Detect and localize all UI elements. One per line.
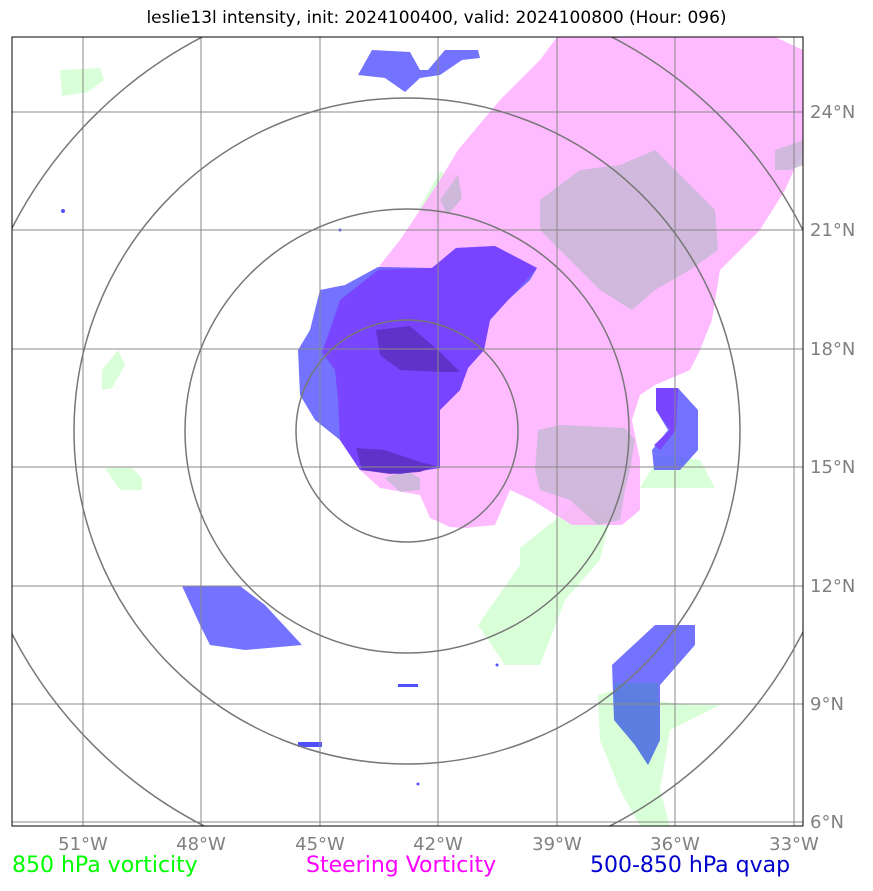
lat-tick-label: 9°N <box>810 694 844 715</box>
steering-vorticity-overlap <box>385 470 420 492</box>
lat-tick-label: 18°N <box>810 339 855 360</box>
lon-tick-label: 39°W <box>532 834 582 855</box>
vorticity-patch <box>478 500 612 665</box>
qvap-region <box>182 586 302 650</box>
lon-tick-label: 51°W <box>58 834 108 855</box>
lon-tick-label: 33°W <box>769 834 819 855</box>
legend-850-vorticity: 850 hPa vorticity <box>12 853 198 878</box>
vorticity-patch <box>60 68 104 96</box>
steering-vorticity-overlap <box>775 140 803 170</box>
steering-vorticity-overlap <box>535 425 635 525</box>
legend-steering-vorticity: Steering Vorticity <box>306 853 497 878</box>
lat-tick-label: 6°N <box>810 812 844 833</box>
vorticity-patch <box>105 468 142 490</box>
vorticity-patch <box>102 350 125 390</box>
qvap-speck <box>61 209 65 213</box>
qvap-speck <box>398 684 418 687</box>
axis-labels: 51°W 48°W 45°W 42°W 39°W 36°W 33°W 24°N … <box>58 102 855 855</box>
range-ring <box>295 319 519 543</box>
lon-tick-label: 36°W <box>650 834 700 855</box>
map-frame <box>11 36 804 827</box>
qvap-speck <box>416 782 420 786</box>
qvap-speck <box>495 663 499 667</box>
qvap-region <box>358 50 480 92</box>
range-rings <box>12 37 803 826</box>
range-ring <box>73 97 741 765</box>
lat-tick-label: 12°N <box>810 576 855 597</box>
steering-vorticity-layer <box>345 37 803 528</box>
lat-tick-label: 15°N <box>810 457 855 478</box>
steering-vorticity-overlap <box>440 175 462 215</box>
map-title: leslie13l intensity, init: 2024100400, v… <box>146 8 727 28</box>
lon-tick-label: 42°W <box>413 834 463 855</box>
qvap-core <box>654 388 678 450</box>
lon-tick-label: 48°W <box>176 834 226 855</box>
range-ring <box>184 208 630 654</box>
legend-qvap: 500-850 hPa qvap <box>590 853 791 878</box>
qvap-speck <box>298 742 322 747</box>
lat-tick-label: 21°N <box>810 220 855 241</box>
lon-tick-label: 45°W <box>295 834 345 855</box>
graticule <box>12 37 803 826</box>
steering-vorticity-region <box>345 37 803 528</box>
map-field-layers <box>12 37 803 826</box>
qvap-layer <box>61 50 698 786</box>
lat-tick-label: 24°N <box>810 102 855 123</box>
